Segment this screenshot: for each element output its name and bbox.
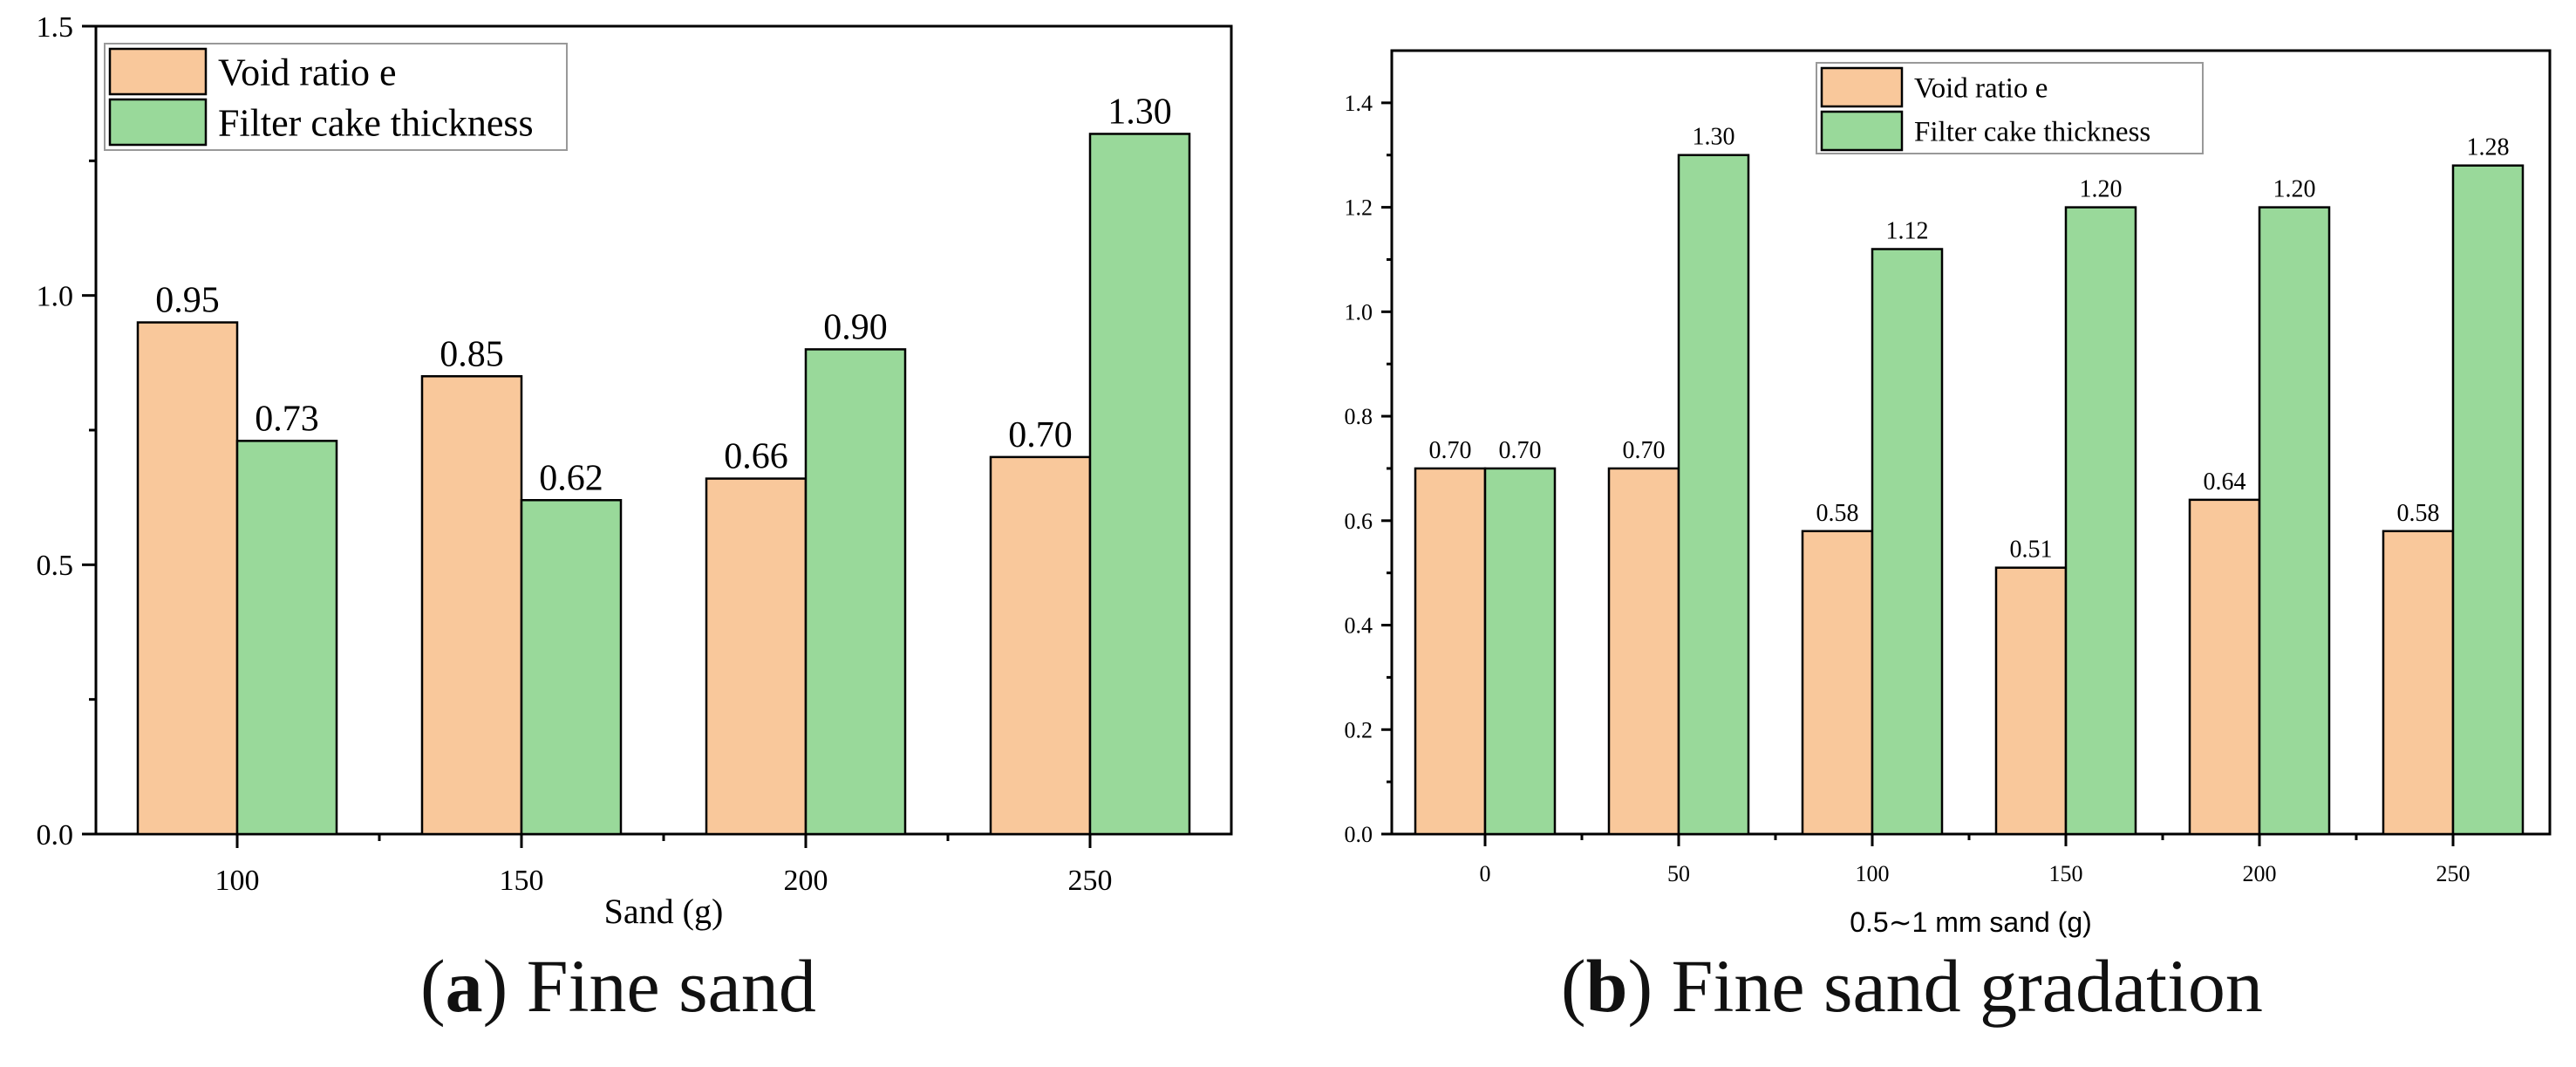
y-tick-label: 0.4 [1345,613,1373,639]
y-tick-label: 0.5 [37,550,74,582]
bar-value-label: 0.62 [539,458,603,498]
chart-fine-sand: 0.0 0.5 1.0 1.5 0.95 0.73 100 0.85 0.62 150 0.66 0.… [37,11,1233,931]
x-tick-label: 100 [1856,861,1890,886]
bar-filter-cake-250 [1088,133,1191,836]
bar-filter-cake-50 [1677,154,1750,836]
bar-void-ratio-250 [2382,530,2455,836]
bar-value-label: 0.66 [724,437,788,477]
bar-value-label: 0.58 [2397,500,2440,527]
legend-swatch-filter-cake [108,98,208,147]
bar-void-ratio-50 [1607,467,1680,836]
bar-void-ratio-250 [989,455,1092,836]
bar-value-label: 0.73 [255,399,319,439]
bar-void-ratio-100 [1801,530,1874,836]
x-tick-label: 150 [500,865,544,897]
bar-value-label: 1.12 [1886,217,1929,244]
legend-label: Void ratio e [1914,73,2048,105]
bar-value-label: 0.95 [155,281,220,321]
bar-value-label: 1.20 [2273,176,2316,203]
bar-void-ratio-100 [136,321,239,836]
y-tick-label: 1.4 [1345,91,1373,116]
x-tick-label: 250 [2436,861,2470,886]
bar-value-label: 0.70 [1499,437,1542,464]
bar-filter-cake-100 [1871,248,1944,836]
bar-void-ratio-0 [1414,467,1487,836]
bar-value-label: 0.70 [1008,415,1073,455]
bar-value-label: 0.90 [823,307,888,347]
y-tick-label: 1.5 [37,11,74,44]
bar-value-label: 1.30 [1107,92,1172,132]
bar-value-label: 0.58 [1816,500,1859,527]
bar-value-label: 1.30 [1693,124,1735,151]
bar-value-label: 0.70 [1623,437,1666,464]
bar-filter-cake-0 [1483,467,1557,836]
bar-value-label: 1.28 [2467,134,2510,161]
y-tick-label: 1.0 [37,281,74,313]
bar-filter-cake-200 [2258,206,2331,836]
x-tick-label: 200 [2243,861,2277,886]
legend-swatch-void-ratio [1820,66,1904,108]
x-tick-label: 0 [1480,861,1491,886]
y-tick-label: 0.8 [1345,404,1373,429]
legend-swatch-filter-cake [1820,110,1904,152]
x-tick-label: 50 [1667,861,1690,886]
y-tick-label: 0.6 [1345,509,1373,534]
x-axis-label: Sand (g) [604,892,724,931]
plot-frame [1390,49,2552,836]
caption-b-letter: b [1585,944,1628,1028]
bar-filter-cake-150 [2064,206,2137,836]
caption-b-text: Fine sand gradation [1653,944,2263,1028]
bar-void-ratio-200 [2188,498,2261,836]
caption-a: (a) Fine sand [420,944,816,1028]
bar-value-label: 0.51 [2010,537,2053,564]
caption-a-letter: a [445,944,483,1028]
bar-void-ratio-150 [420,375,523,836]
caption-b: (b) Fine sand gradation [1561,944,2263,1028]
bar-void-ratio-150 [1994,566,2068,836]
bar-filter-cake-100 [235,440,338,836]
legend-label: Filter cake thickness [218,101,534,144]
bar-value-label: 0.85 [440,334,504,374]
bar-value-label: 0.70 [1429,437,1472,464]
y-tick-label: 0.0 [1345,822,1373,847]
bar-filter-cake-200 [804,348,907,836]
caption-a-text: Fine sand [508,944,816,1028]
y-tick-label: 0.2 [1345,717,1373,742]
legend-swatch-void-ratio [108,47,208,96]
bar-filter-cake-250 [2451,164,2525,836]
x-tick-label: 250 [1068,865,1113,897]
x-tick-label: 150 [2049,861,2083,886]
bar-value-label: 0.64 [2204,469,2246,496]
x-axis-label: 0.5∼1 mm sand (g) [1850,906,2092,938]
x-tick-label: 100 [215,865,260,897]
y-tick-label: 0.0 [37,819,74,852]
y-tick-label: 1.2 [1345,195,1373,221]
chart-fine-sand-gradation: 0.0 0.2 0.4 0.6 0.8 1.0 1.2 1.4 0.70 0.70 0 0.70 1.3… [1345,49,2552,938]
y-tick-label: 1.0 [1345,299,1373,325]
bar-value-label: 1.20 [2080,176,2123,203]
x-tick-label: 200 [784,865,828,897]
bar-filter-cake-150 [520,499,623,836]
legend-label: Filter cake thickness [1914,117,2150,148]
legend-label: Void ratio e [218,51,397,93]
bar-void-ratio-200 [705,477,808,836]
